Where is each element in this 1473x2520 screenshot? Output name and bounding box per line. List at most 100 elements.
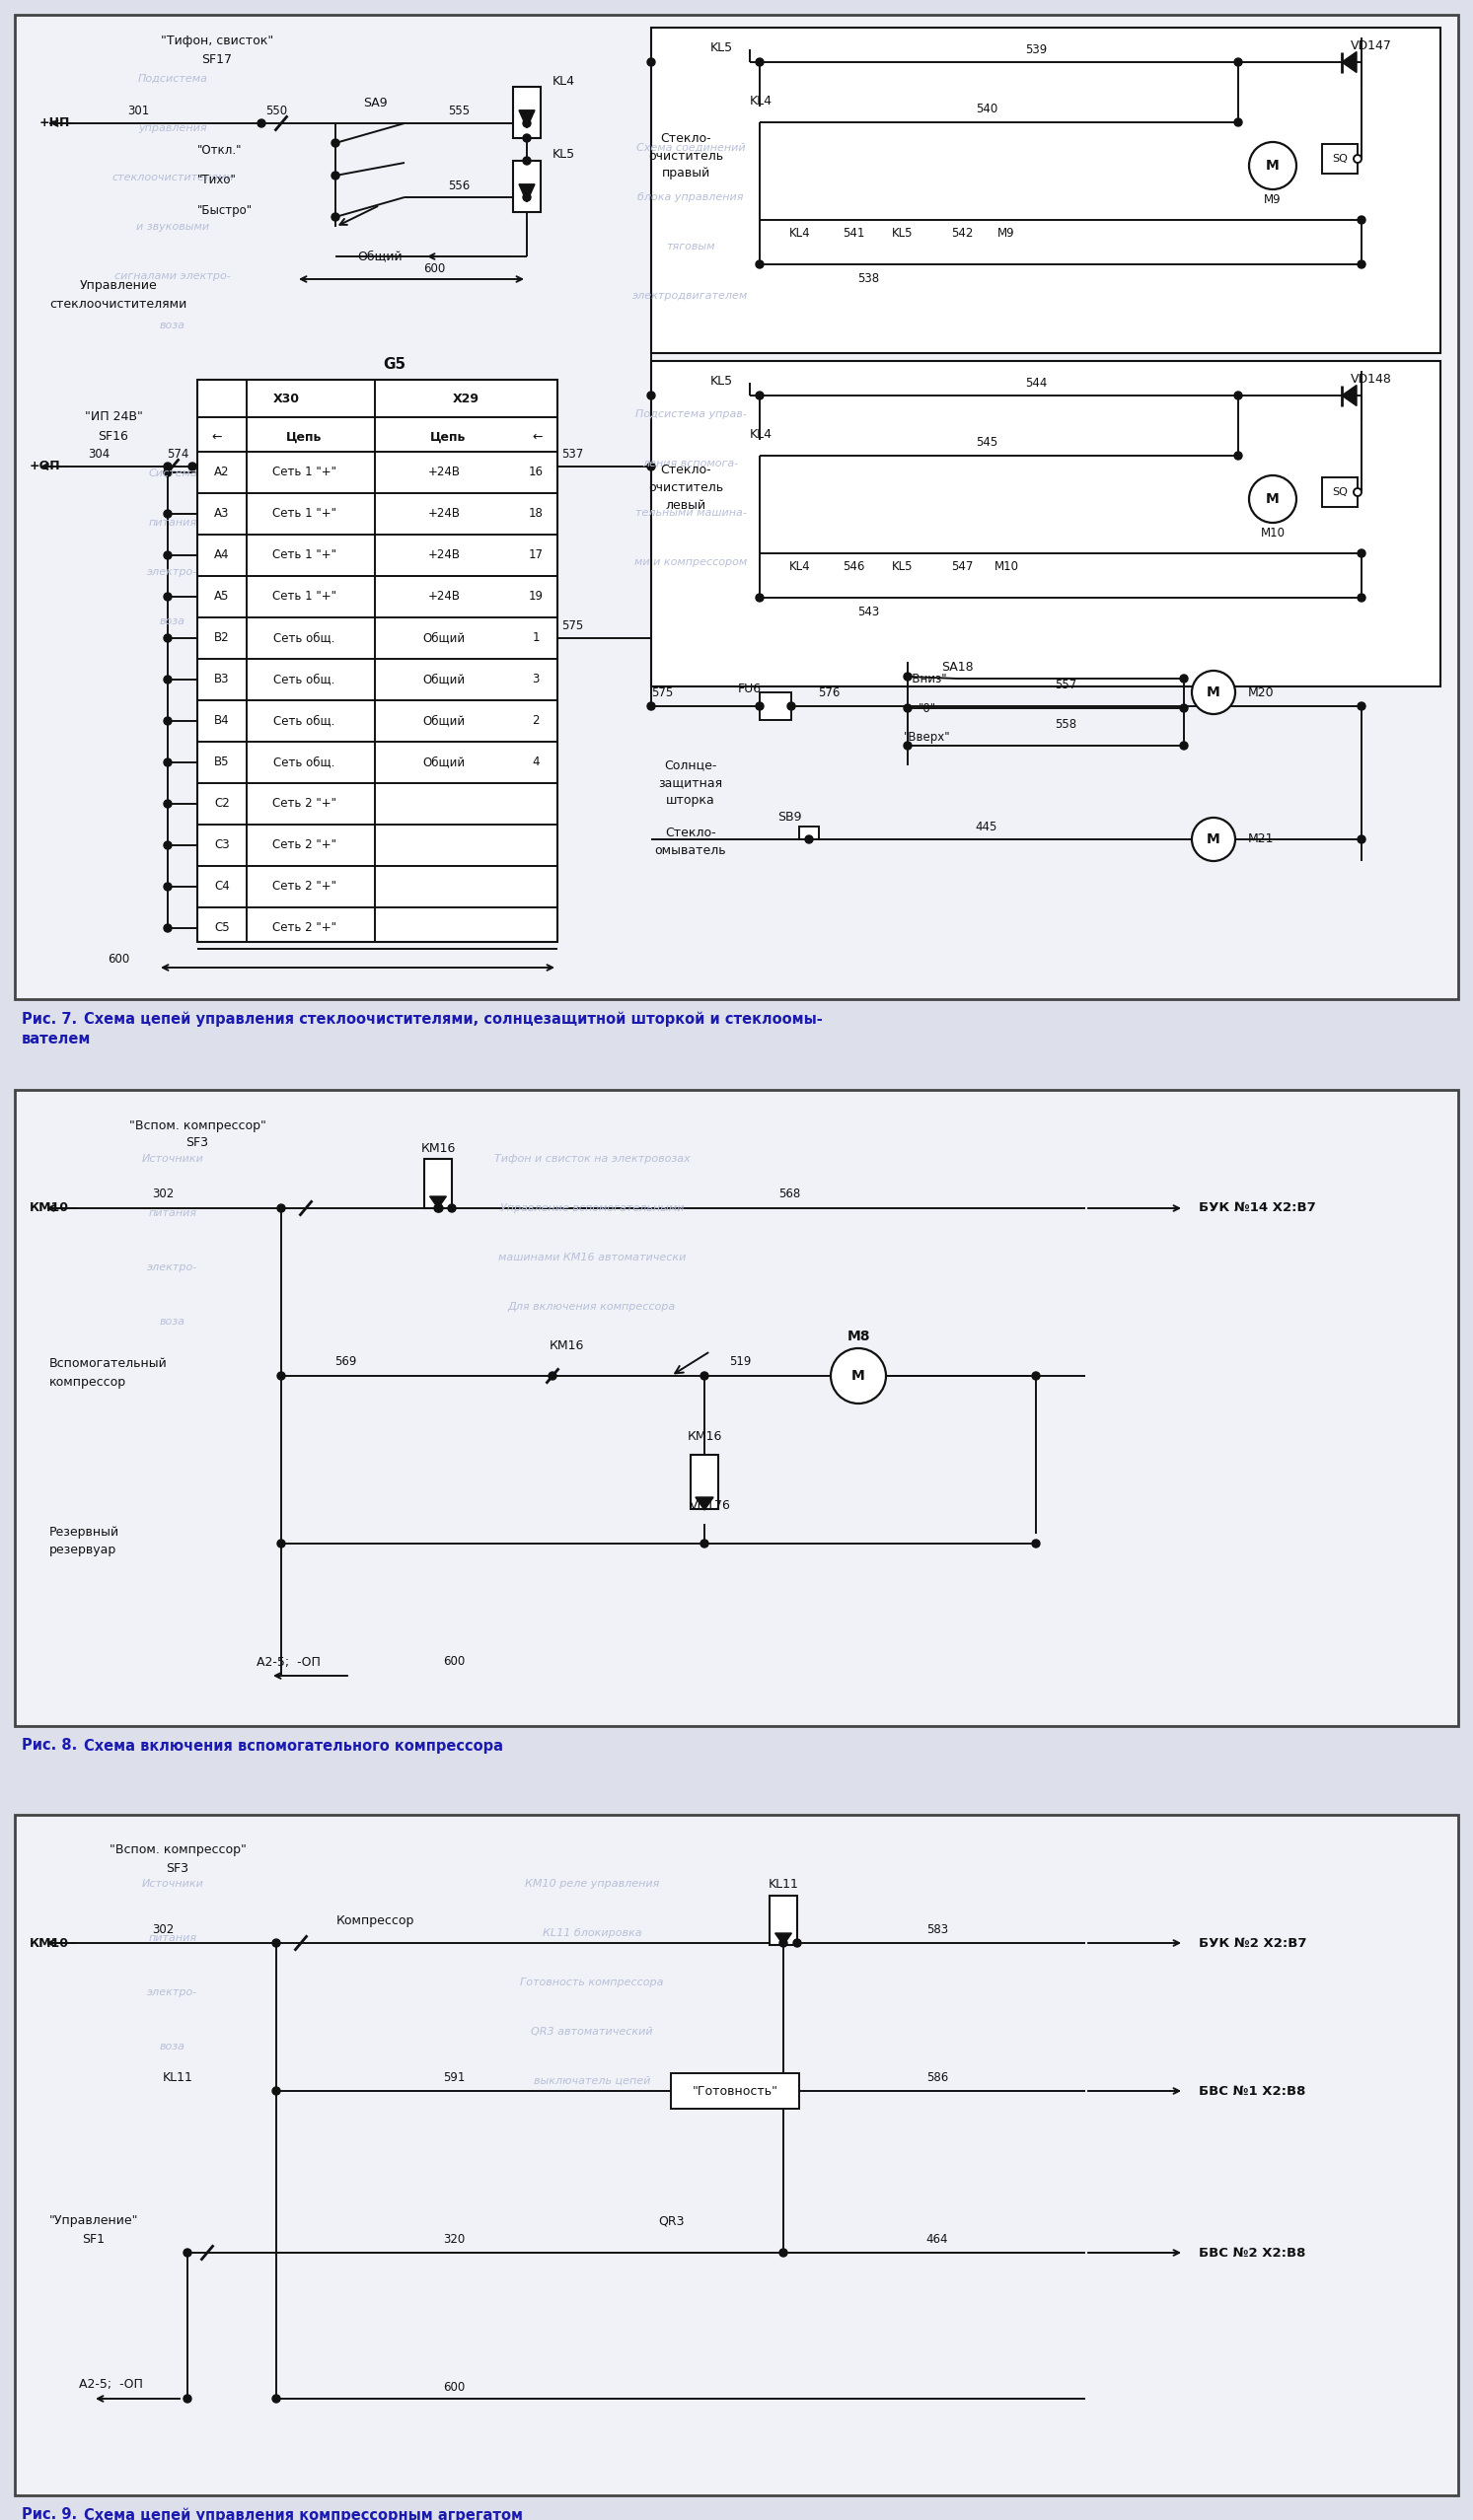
Text: 464: 464 xyxy=(927,2233,949,2245)
Text: 544: 544 xyxy=(1025,375,1047,388)
Text: "Быстро": "Быстро" xyxy=(197,204,253,217)
Text: VD148: VD148 xyxy=(1351,373,1392,386)
Text: защитная: защитная xyxy=(658,776,723,789)
Text: M10: M10 xyxy=(1261,527,1284,539)
Text: правый: правый xyxy=(661,166,710,179)
Circle shape xyxy=(779,2248,787,2255)
Text: Солнце-: Солнце- xyxy=(664,759,717,771)
Circle shape xyxy=(273,2394,280,2402)
Circle shape xyxy=(1358,260,1365,267)
Text: омыватель: омыватель xyxy=(655,844,726,857)
Text: Рис. 8.: Рис. 8. xyxy=(22,1739,77,1754)
Circle shape xyxy=(1180,703,1187,713)
Circle shape xyxy=(164,759,172,766)
Text: "Тихо": "Тихо" xyxy=(197,174,237,186)
Text: Схема цепей управления стеклоочистителями, солнцезащитной шторкой и стеклоомы-: Схема цепей управления стеклоочистителям… xyxy=(84,1011,822,1026)
Circle shape xyxy=(1033,1371,1040,1381)
Text: Для включения компрессора: Для включения компрессора xyxy=(508,1303,676,1313)
Text: 1: 1 xyxy=(532,633,539,645)
Text: тяговым: тяговым xyxy=(666,242,714,252)
Text: 3: 3 xyxy=(532,673,539,685)
Circle shape xyxy=(1358,549,1365,557)
Text: блока управления: блока управления xyxy=(638,192,744,202)
Text: 575: 575 xyxy=(561,620,583,633)
Circle shape xyxy=(1234,118,1242,126)
Circle shape xyxy=(277,1540,286,1547)
Text: Сеть 1 "+": Сеть 1 "+" xyxy=(273,549,336,562)
Text: Схема включения вспомогательного компрессора: Схема включения вспомогательного компрес… xyxy=(84,1739,504,1754)
Text: очиститель: очиститель xyxy=(648,149,723,161)
Text: "Вниз": "Вниз" xyxy=(907,673,947,685)
Text: Подсистема управ-: Подсистема управ- xyxy=(635,408,747,418)
Text: KL5: KL5 xyxy=(710,375,734,388)
Text: 600: 600 xyxy=(443,2381,465,2394)
Text: C2: C2 xyxy=(214,796,230,811)
Text: Общий: Общий xyxy=(423,756,465,769)
Text: резервуар: резервуар xyxy=(49,1542,116,1555)
Bar xyxy=(651,28,1441,353)
Text: вателем: вателем xyxy=(22,1031,91,1046)
Text: Вспомогательный: Вспомогательный xyxy=(49,1358,168,1371)
Text: левый: левый xyxy=(666,499,706,512)
Text: Сеть 2 "+": Сеть 2 "+" xyxy=(273,796,336,811)
Circle shape xyxy=(164,552,172,559)
Circle shape xyxy=(523,194,530,202)
Text: Система: Система xyxy=(149,469,197,479)
Text: Сеть общ.: Сеть общ. xyxy=(273,756,334,769)
Circle shape xyxy=(189,464,196,471)
Text: KL4: KL4 xyxy=(790,559,810,572)
Text: KL5: KL5 xyxy=(710,40,734,53)
Text: тельными машина-: тельными машина- xyxy=(635,509,747,517)
Text: Сеть общ.: Сеть общ. xyxy=(273,716,334,728)
Text: "Тифон, свисток": "Тифон, свисток" xyxy=(161,35,274,48)
Text: KL5: KL5 xyxy=(552,149,576,161)
Text: воза: воза xyxy=(161,320,186,330)
Text: стеклоочистителями: стеклоочистителями xyxy=(112,171,234,181)
Text: электро-: электро- xyxy=(147,567,197,577)
Text: M: M xyxy=(1206,832,1220,847)
Polygon shape xyxy=(518,111,535,129)
Text: VD176: VD176 xyxy=(689,1499,731,1512)
Text: БУК №14 Х2:В7: БУК №14 Х2:В7 xyxy=(1199,1202,1315,1215)
Text: +24В: +24В xyxy=(429,507,461,519)
Text: Готовность компрессора: Готовность компрессора xyxy=(520,1978,664,1988)
Text: питания: питания xyxy=(149,1933,197,1943)
Text: Цепь: Цепь xyxy=(286,431,321,444)
Circle shape xyxy=(647,703,655,711)
Circle shape xyxy=(806,837,813,844)
Text: M9: M9 xyxy=(1264,194,1282,207)
Text: Общий: Общий xyxy=(423,633,465,645)
Text: 546: 546 xyxy=(843,559,865,572)
Text: Сеть 2 "+": Сеть 2 "+" xyxy=(273,922,336,935)
Circle shape xyxy=(756,58,763,66)
Circle shape xyxy=(448,1205,455,1212)
Text: M: M xyxy=(1265,491,1280,507)
Circle shape xyxy=(1354,489,1361,496)
Text: воза: воза xyxy=(161,2041,186,2051)
Circle shape xyxy=(1180,741,1187,748)
Circle shape xyxy=(1234,451,1242,459)
Text: M21: M21 xyxy=(1248,834,1274,847)
Bar xyxy=(424,1159,452,1207)
Text: 302: 302 xyxy=(152,1187,174,1202)
Text: M10: M10 xyxy=(994,559,1019,572)
Text: КМ16: КМ16 xyxy=(421,1142,455,1157)
Text: "Вверх": "Вверх" xyxy=(904,731,952,743)
Text: A3: A3 xyxy=(215,507,230,519)
Circle shape xyxy=(435,1205,443,1212)
Text: SF17: SF17 xyxy=(202,53,233,66)
Text: +24В: +24В xyxy=(429,466,461,479)
Text: QR3: QR3 xyxy=(658,2215,683,2228)
Text: 537: 537 xyxy=(561,449,583,461)
Circle shape xyxy=(331,139,339,146)
Text: Цепь: Цепь xyxy=(430,431,465,444)
Bar xyxy=(513,161,541,212)
Text: Рис. 9.: Рис. 9. xyxy=(22,2507,77,2520)
Text: Источники: Источники xyxy=(141,1880,203,1890)
Text: M9: M9 xyxy=(997,227,1015,239)
Text: C3: C3 xyxy=(214,839,230,852)
Text: 583: 583 xyxy=(927,1923,949,1935)
Circle shape xyxy=(1192,670,1236,713)
Text: SF3: SF3 xyxy=(166,1862,189,1875)
Text: 302: 302 xyxy=(152,1923,174,1935)
